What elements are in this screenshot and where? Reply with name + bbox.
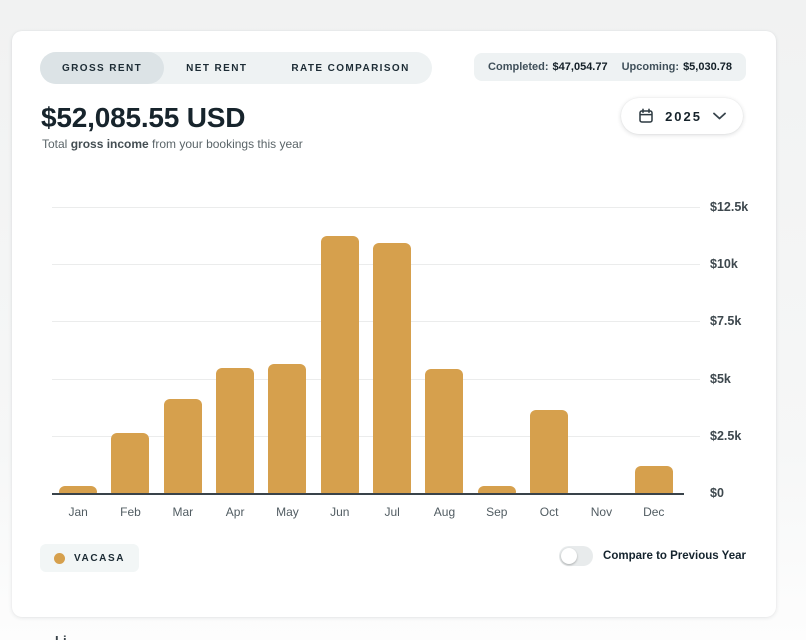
compare-previous-year-toggle[interactable] [559,546,594,566]
bar-dec[interactable] [634,466,673,495]
bar-aug[interactable] [425,369,464,495]
bar-slot-oct [523,207,575,495]
x-tick-label-sep: Sep [486,505,508,519]
year-selector[interactable]: 2025 [621,98,743,134]
x-axis-labels: Jan Feb Mar Apr May Jun Jul Aug Sep Oct Nov Dec [52,505,680,519]
tab-net-rent[interactable]: NET RENT [164,52,269,84]
gridline [52,207,700,208]
completed-label: Completed: [488,61,549,73]
x-tick-label-jun: Jun [330,505,350,519]
tab-rate-comparison[interactable]: RATE COMPARISON [269,52,431,84]
plot-area: $0 $2.5k $5k $7.5k $10k $12.5k [52,200,748,500]
x-tick-label-jul: Jul [384,505,400,519]
chevron-down-icon [713,112,726,120]
bar-slot-dec [628,207,680,495]
y-tick-label: $5k [710,371,731,386]
subtitle-suffix: from your bookings this year [148,137,303,151]
bar-slot-mar [157,207,209,495]
x-tick-label-may: May [276,505,299,519]
subtitle-prefix: Total [42,137,71,151]
y-tick-label: $12.5k [710,200,749,214]
bar-slot-sep [471,207,523,495]
bar-slot-jun [314,207,366,495]
tab-gross-rent[interactable]: GROSS RENT [40,52,165,84]
bar-oct[interactable] [530,410,569,495]
bar-jun[interactable] [320,235,359,495]
legend-label: VACASA [74,552,126,564]
total-gross-amount: $52,085.55 USD [41,102,246,133]
x-tick-label-oct: Oct [539,505,559,519]
upcoming-value: $5,030.78 [683,61,732,73]
bar-series-vacasa [52,207,680,495]
bar-slot-apr [209,207,261,495]
cutoff-text-fragment: Li [55,633,67,640]
bar-slot-jan [52,207,104,495]
x-tick-label-jan: Jan [68,505,88,519]
summary-pill: Completed: $47,054.77 Upcoming: $5,030.7… [474,53,746,81]
bar-feb[interactable] [111,432,150,495]
x-tick-label-apr: Apr [225,505,245,519]
subtitle-bold: gross income [70,137,149,151]
legend-vacasa: VACASA [40,544,140,572]
bar-apr[interactable] [216,368,255,495]
rent-tab-group: GROSS RENT NET RENT RATE COMPARISON [40,52,432,84]
compare-toggle-row: Compare to Previous Year [559,546,746,566]
year-value: 2025 [665,108,702,124]
y-tick-label: $2.5k [710,428,742,443]
bar-jul[interactable] [373,242,412,495]
gross-rent-bar-chart: $0 $2.5k $5k $7.5k $10k $12.5k Jan Feb Mar Apr Ma… [52,200,748,519]
completed-stat: Completed: $47,054.77 [488,61,608,73]
compare-toggle-label: Compare to Previous Year [603,550,746,562]
subtitle: Total gross income from your bookings th… [42,137,303,151]
x-tick-label-aug: Aug [433,505,456,519]
bar-slot-jul [366,207,418,495]
bar-sep[interactable] [477,485,516,495]
y-tick-label: $10k [710,257,738,272]
bar-slot-may [261,207,313,495]
earnings-card: GROSS RENT NET RENT RATE COMPARISON Comp… [12,31,776,617]
bar-may[interactable] [268,363,307,495]
x-tick-label-mar: Mar [172,505,194,519]
y-tick-label: $0 [710,486,724,500]
calendar-icon [638,108,654,124]
bar-jan[interactable] [59,486,98,495]
bar-slot-aug [418,207,470,495]
x-tick-label-feb: Feb [120,505,141,519]
completed-value: $47,054.77 [552,61,608,73]
x-tick-label-dec: Dec [643,505,665,519]
bar-mar[interactable] [163,399,202,495]
y-tick-label: $7.5k [710,314,742,329]
upcoming-label: Upcoming: [621,61,680,73]
x-tick-label-nov: Nov [590,505,613,519]
bar-slot-nov [575,207,627,495]
legend-dot [54,552,65,564]
upcoming-stat: Upcoming: $5,030.78 [622,61,732,73]
toggle-knob [561,548,578,564]
bar-slot-feb [104,207,156,495]
